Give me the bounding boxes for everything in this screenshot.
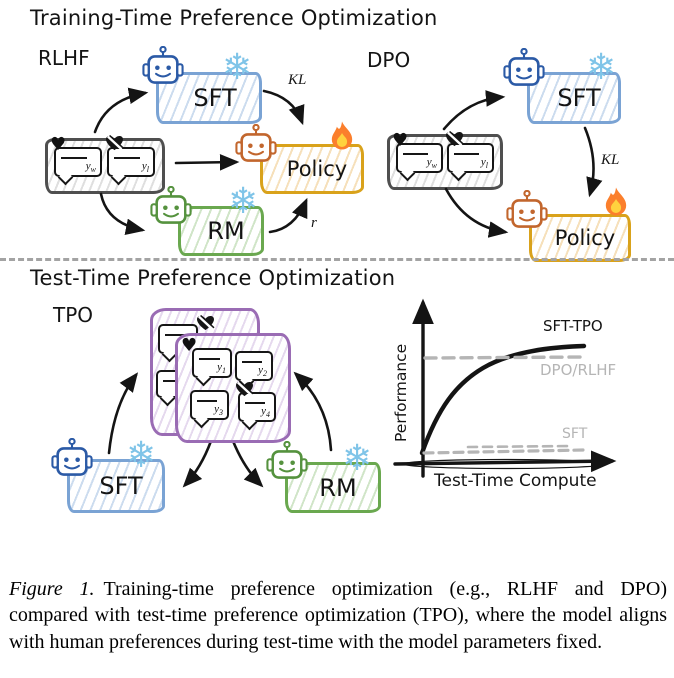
text-line [454, 153, 479, 155]
tpo-rm-label: RM [319, 473, 357, 502]
text-line [403, 153, 428, 155]
rejected-response-bubble: yl [107, 147, 155, 177]
rlhf-reward-label: r [311, 215, 317, 231]
response-label: yw [426, 155, 437, 170]
test-section-title: Test-Time Preference Optimization [30, 266, 396, 290]
chart-x-axis-label: Test-Time Compute [434, 471, 597, 491]
robot-icon [51, 438, 93, 478]
fire-icon [328, 120, 356, 151]
heart-icon: ♥ [50, 134, 67, 155]
chart-axis-sketch-loop [402, 458, 608, 470]
response-bubble-y3: y3 [190, 390, 229, 420]
response-bubble-y1: y1 [192, 348, 232, 378]
rlhf-sft-label: SFT [193, 84, 237, 112]
response-bubble-y2: y2 [235, 351, 273, 381]
robot-icon [506, 190, 548, 230]
rlhf-policy-label: Policy [286, 157, 348, 181]
response-label: yl [480, 155, 488, 170]
chart-label-sft-tpo: SFT-TPO [543, 317, 603, 335]
broken-heart-icon [105, 135, 124, 152]
snowflake-icon: ❄ [126, 435, 157, 476]
response-label: yl [141, 159, 149, 174]
arrow-rlhf-kl-sft-to-policy [262, 89, 305, 126]
chart-dashed-sft-2 [466, 444, 572, 449]
arrow-rlhf-pref-to-policy [174, 153, 240, 171]
arrow-dpo-pref-to-policy [444, 187, 509, 238]
arrow-rlhf-pref-to-sft [93, 87, 149, 134]
chart-dashed-sft [422, 448, 586, 455]
heart-icon: ♥ [392, 130, 409, 151]
response-label: y4 [261, 404, 270, 419]
section-divider [0, 258, 674, 261]
chart-dashed-dpo-rlhf [423, 355, 587, 360]
robot-icon [142, 46, 184, 86]
arrow-tpo-rm-to-responses [293, 371, 333, 452]
text-line [163, 380, 181, 382]
arrow-dpo-kl-sft-to-policy [583, 126, 603, 198]
broken-heart-icon [196, 315, 215, 332]
rlhf-policy-box: Policy [260, 144, 364, 194]
training-section-title: Training-Time Preference Optimization [30, 6, 438, 30]
tpo-sft-label: SFT [99, 472, 143, 500]
snowflake-icon: ❄ [342, 438, 373, 479]
dpo-sft-label: SFT [557, 84, 601, 112]
text-line [114, 157, 140, 159]
robot-icon [503, 48, 545, 88]
arrow-rlhf-r-rm-to-policy [268, 197, 308, 234]
snowflake-icon: ❄ [222, 47, 253, 88]
tpo-sft-box: SFT [67, 459, 165, 513]
snowflake-icon: ❄ [228, 181, 259, 222]
text-line [165, 334, 186, 336]
rejected-response-bubble: yl [447, 143, 494, 173]
response-bubble-y4: y4 [238, 392, 276, 422]
fire-icon [602, 186, 630, 217]
robot-icon [266, 441, 308, 481]
chart-y-axis-label: Performance [392, 343, 410, 442]
heart-icon: ♥ [181, 335, 198, 356]
text-line [242, 361, 262, 363]
dpo-kl-label: KL [601, 152, 620, 168]
response-label: y3 [214, 402, 223, 417]
rlhf-rm-label: RM [207, 217, 245, 245]
chosen-response-bubble: yw [54, 147, 102, 177]
chart-label-dpo-rlhf: DPO/RLHF [540, 361, 617, 379]
dpo-sft-box: SFT [527, 72, 621, 124]
robot-icon [150, 186, 192, 226]
rlhf-kl-label: KL [288, 72, 307, 88]
broken-heart-icon [235, 381, 254, 398]
response-label: y1 [217, 360, 226, 375]
chosen-response-bubble: yw [396, 143, 443, 173]
text-line [61, 157, 87, 159]
text-line [199, 358, 220, 360]
arrow-tpo-responses-to-sft [182, 439, 213, 488]
arrow-tpo-responses-to-rm [231, 439, 264, 488]
arrow-rlhf-pref-to-rm [99, 192, 146, 235]
response-label: y2 [258, 363, 267, 378]
tpo-label: TPO [53, 303, 94, 327]
snowflake-icon: ❄ [586, 47, 617, 88]
rlhf-rm-box: RM [178, 206, 264, 256]
chart-x-axis [393, 450, 617, 473]
robot-icon [235, 124, 277, 164]
arrow-dpo-pref-to-sft [442, 90, 506, 131]
response-label: yw [85, 159, 96, 174]
figure-caption-number: Figure 1. [9, 578, 95, 600]
broken-heart-icon [445, 131, 464, 148]
chart-label-sft: SFT [562, 426, 588, 442]
text-line [197, 400, 218, 402]
dpo-label: DPO [367, 48, 411, 72]
figure-caption-text: Training-time preference optimization (e… [9, 578, 667, 653]
figure-caption: Figure 1. Training-time preference optimi… [9, 576, 667, 655]
rlhf-label: RLHF [38, 46, 90, 70]
dpo-policy-label: Policy [554, 226, 616, 250]
text-line [245, 402, 265, 404]
